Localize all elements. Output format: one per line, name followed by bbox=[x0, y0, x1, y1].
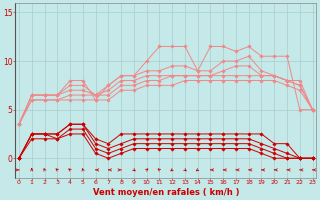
X-axis label: Vent moyen/en rafales ( km/h ): Vent moyen/en rafales ( km/h ) bbox=[92, 188, 239, 197]
